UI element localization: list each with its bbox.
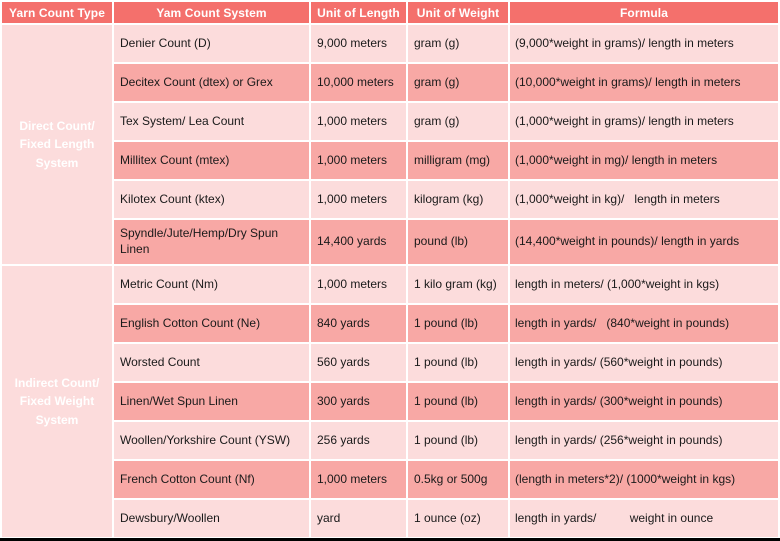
column-header-formula: Formula: [510, 2, 778, 23]
table-row: Indirect Count/ Fixed Weight System Metr…: [2, 266, 778, 537]
table-row: Woollen/Yorkshire Count (YSW) 256 yards …: [2, 422, 778, 459]
cell-system: Decitex Count (dtex) or Grex: [114, 64, 309, 101]
cell-system: Kilotex Count (ktex): [114, 181, 309, 218]
cell-system: English Cotton Count (Ne): [114, 305, 309, 342]
header-row: Yarn Count Type Yam Count System Unit of…: [2, 2, 778, 23]
cell-length: 300 yards: [311, 383, 406, 420]
table-row: Tex System/ Lea Count 1,000 meters gram …: [2, 103, 778, 140]
cell-formula: length in yards/ weight in ounce: [510, 500, 778, 537]
cell-formula: (1,000*weight in mg)/ length in meters: [510, 142, 778, 179]
table-row: English Cotton Count (Ne) 840 yards 1 po…: [2, 305, 778, 342]
cell-formula: length in meters/ (1,000*weight in kgs): [510, 266, 778, 303]
table-row: Spyndle/Jute/Hemp/Dry Spun Linen 14,400 …: [2, 220, 778, 264]
cell-length: 560 yards: [311, 344, 406, 381]
cell-formula: length in yards/ (840*weight in pounds): [510, 305, 778, 342]
table-row: French Cotton Count (Nf) 1,000 meters 0.…: [2, 461, 778, 498]
cell-weight: 0.5kg or 500g: [408, 461, 508, 498]
cell-length: 9,000 meters: [311, 25, 406, 62]
cell-weight: gram (g): [408, 64, 508, 101]
table-row: Kilotex Count (ktex) 1,000 meters kilogr…: [2, 181, 778, 218]
group-label-direct-count: Direct Count/ Fixed Length System: [2, 25, 112, 264]
cell-system: Dewsbury/Woollen: [114, 500, 309, 537]
cell-system: Tex System/ Lea Count: [114, 103, 309, 140]
group-label-indirect-count: Indirect Count/ Fixed Weight System: [2, 266, 112, 537]
cell-weight: pound (lb): [408, 220, 508, 264]
cell-weight: 1 pound (lb): [408, 383, 508, 420]
cell-system: Denier Count (D): [114, 25, 309, 62]
cell-length: 840 yards: [311, 305, 406, 342]
table-row: Decitex Count (dtex) or Grex 10,000 mete…: [2, 64, 778, 101]
cell-weight: 1 pound (lb): [408, 305, 508, 342]
cell-formula: (10,000*weight in grams)/ length in mete…: [510, 64, 778, 101]
column-header-yarn-count-type: Yarn Count Type: [2, 2, 112, 23]
cell-system: Spyndle/Jute/Hemp/Dry Spun Linen: [114, 220, 309, 264]
cell-weight: kilogram (kg): [408, 181, 508, 218]
cell-formula: (length in meters*2)/ (1000*weight in kg…: [510, 461, 778, 498]
cell-formula: (1,000*weight in kg)/ length in meters: [510, 181, 778, 218]
cell-weight: gram (g): [408, 103, 508, 140]
cell-system: Worsted Count: [114, 344, 309, 381]
cell-length: 1,000 meters: [311, 461, 406, 498]
column-header-unit-of-weight: Unit of Weight: [408, 2, 508, 23]
table-row: Worsted Count 560 yards 1 pound (lb) len…: [2, 344, 778, 381]
cell-formula: length in yards/ (256*weight in pounds): [510, 422, 778, 459]
cell-weight: milligram (mg): [408, 142, 508, 179]
cell-weight: 1 pound (lb): [408, 422, 508, 459]
cell-system: Metric Count (Nm): [114, 266, 309, 303]
cell-system: Woollen/Yorkshire Count (YSW): [114, 422, 309, 459]
table-row: Direct Count/ Fixed Length System Denier…: [2, 25, 778, 264]
cell-length: 1,000 meters: [311, 266, 406, 303]
cell-length: 1,000 meters: [311, 181, 406, 218]
cell-length: 1,000 meters: [311, 142, 406, 179]
cell-weight: 1 pound (lb): [408, 344, 508, 381]
column-header-unit-of-length: Unit of Length: [311, 2, 406, 23]
cell-weight: 1 kilo gram (kg): [408, 266, 508, 303]
column-header-yarn-count-system: Yam Count System: [114, 2, 309, 23]
cell-formula: length in yards/ (300*weight in pounds): [510, 383, 778, 420]
cell-length: yard: [311, 500, 406, 537]
cell-weight: 1 ounce (oz): [408, 500, 508, 537]
cell-length: 10,000 meters: [311, 64, 406, 101]
cell-system: Millitex Count (mtex): [114, 142, 309, 179]
cell-length: 1,000 meters: [311, 103, 406, 140]
cell-formula: (9,000*weight in grams)/ length in meter…: [510, 25, 778, 62]
cell-system: French Cotton Count (Nf): [114, 461, 309, 498]
cell-length: 256 yards: [311, 422, 406, 459]
cell-weight: gram (g): [408, 25, 508, 62]
cell-formula: length in yards/ (560*weight in pounds): [510, 344, 778, 381]
cell-system: Linen/Wet Spun Linen: [114, 383, 309, 420]
table-row: Dewsbury/Woollen yard 1 ounce (oz) lengt…: [2, 500, 778, 537]
table-row: Millitex Count (mtex) 1,000 meters milli…: [2, 142, 778, 179]
cell-formula: (1,000*weight in grams)/ length in meter…: [510, 103, 778, 140]
cell-length: 14,400 yards: [311, 220, 406, 264]
table-row: Linen/Wet Spun Linen 300 yards 1 pound (…: [2, 383, 778, 420]
cell-formula: (14,400*weight in pounds)/ length in yar…: [510, 220, 778, 264]
